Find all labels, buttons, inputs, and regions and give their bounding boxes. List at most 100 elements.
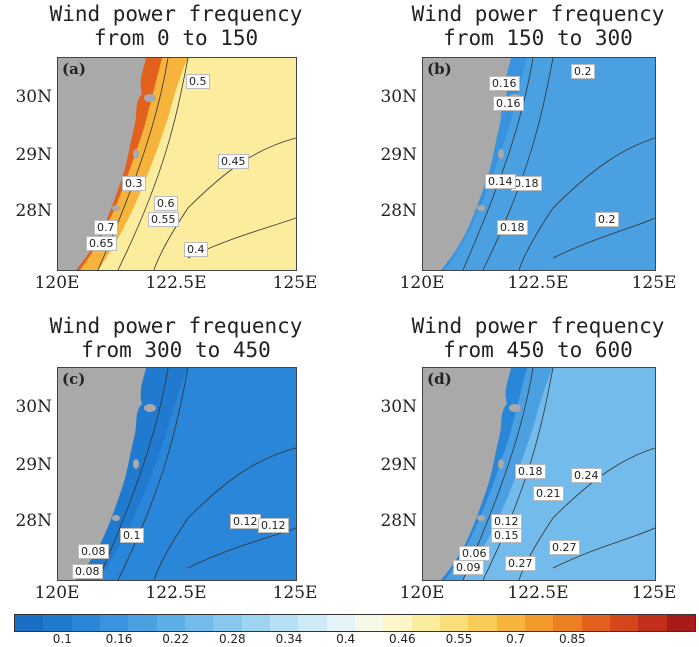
colorbar-tick-label: 0.55	[445, 632, 473, 646]
land	[423, 58, 511, 270]
y-tick-label: 29N	[380, 145, 417, 165]
contour-label: 0.09	[453, 560, 484, 575]
contour-line	[153, 447, 296, 580]
contour-label: 0.06	[459, 546, 490, 561]
contour-label: 0.12	[230, 514, 261, 529]
contour-label: 0.08	[78, 544, 109, 559]
island	[144, 94, 156, 102]
island	[133, 459, 139, 469]
colorbar-segment	[15, 615, 44, 631]
colorbar-segment	[241, 615, 271, 631]
map-plot: (a) 0.5 0.45 0.4 0.6 0.55 0.7 0.65 0.3	[57, 57, 297, 271]
contour-label: 0.21	[533, 486, 564, 501]
panel-title: Wind power frequency from 450 to 600	[411, 314, 665, 362]
colorbar-segment	[355, 615, 384, 631]
colorbar-segment	[440, 615, 469, 631]
panel-label: (b)	[427, 60, 452, 78]
x-tick-label: 120E	[34, 583, 80, 603]
island	[133, 149, 139, 159]
colorbar-tick-label: 0.34	[275, 632, 303, 646]
contour-label: 0.6	[154, 196, 178, 211]
y-tick-label: 28N	[15, 201, 52, 221]
x-tick-label: 120E	[399, 583, 445, 603]
x-tick-label: 125E	[272, 273, 318, 293]
map-plot: (b) 0.2 0.16 0.16 0.18 0.18 0.2 0.14	[422, 57, 656, 271]
land	[423, 368, 511, 580]
colorbar-segment	[128, 615, 158, 631]
contour-label: 0.08	[72, 564, 103, 579]
x-tick-label: 125E	[631, 273, 677, 293]
colorbar-segment	[468, 615, 498, 631]
contour-label: 0.14	[485, 174, 516, 189]
panel-title: Wind power frequency from 0 to 150	[49, 2, 303, 50]
island	[112, 205, 120, 211]
contour-label: 0.65	[86, 236, 117, 251]
colorbar-tick-label: 0.46	[388, 632, 416, 646]
colorbar-segment	[666, 615, 696, 631]
contour-label: 0.55	[148, 212, 179, 227]
y-tick-label: 28N	[380, 511, 417, 531]
colorbar-tick-label: 0.16	[105, 632, 133, 646]
colorbar-tick-label: 0.85	[558, 632, 586, 646]
y-tick-label: 29N	[15, 145, 52, 165]
contour-label: 0.2	[571, 64, 595, 79]
contour-label: 0.4	[184, 242, 208, 257]
colorbar-segment	[156, 615, 186, 631]
colorbar-tick-label: 0.1	[52, 632, 72, 646]
contour-label: 0.16	[489, 76, 520, 91]
contour-line	[462, 58, 534, 270]
colorbar-tick-label: 0.4	[336, 632, 356, 646]
colorbar-tick-label: 0.7	[506, 632, 526, 646]
x-tick-label: 122.5E	[145, 583, 207, 603]
contour-label: 0.16	[493, 96, 524, 111]
colorbar-segment	[610, 615, 639, 631]
island	[112, 515, 120, 521]
y-tick-label: 30N	[15, 87, 52, 107]
y-tick-label: 30N	[380, 397, 417, 417]
island	[477, 515, 485, 521]
colorbar-segment	[185, 615, 214, 631]
y-tick-label: 28N	[380, 201, 417, 221]
y-tick-label: 30N	[15, 397, 52, 417]
colorbar-segment	[383, 615, 413, 631]
contour-label: 0.24	[571, 468, 602, 483]
colorbar-segment	[638, 615, 668, 631]
contour-line	[482, 368, 554, 580]
contour-line	[97, 368, 169, 580]
colorbar-tick-label: 0.28	[218, 632, 246, 646]
island	[498, 149, 504, 159]
contour-label: 0.15	[491, 528, 522, 543]
colorbar-segment	[43, 615, 73, 631]
contour-line	[117, 58, 189, 270]
island	[509, 404, 521, 412]
panel-label: (c)	[62, 370, 86, 388]
x-tick-label: 122.5E	[507, 583, 569, 603]
map-plot: (c) 0.12 0.12 0.1 0.08 0.08	[57, 367, 297, 581]
y-tick-label: 30N	[380, 87, 417, 107]
colorbar-segment	[411, 615, 441, 631]
contour-label: 0.45	[218, 154, 249, 169]
colorbar-segment	[525, 615, 554, 631]
map-svg	[58, 368, 296, 580]
island	[144, 404, 156, 412]
x-tick-label: 125E	[631, 583, 677, 603]
contour-label: 0.2	[595, 212, 619, 227]
map-plot: (d) 0.24 0.18 0.21 0.12 0.15 0.06 0.09 0.27 0.27	[422, 367, 656, 581]
x-tick-label: 120E	[399, 273, 445, 293]
colorbar-tick-label: 0.22	[162, 632, 190, 646]
contour-label: 0.3	[122, 176, 146, 191]
land	[58, 58, 146, 270]
map-svg	[423, 58, 655, 270]
contour-label: 0.7	[94, 220, 118, 235]
contour-line	[552, 217, 655, 259]
panel-title: Wind power frequency from 150 to 300	[411, 2, 665, 50]
contour-label: 0.18	[515, 464, 546, 479]
colorbar-segment	[213, 615, 243, 631]
contour-label: 0.12	[491, 514, 522, 529]
x-tick-label: 122.5E	[507, 273, 569, 293]
colorbar-segment	[581, 615, 611, 631]
x-tick-label: 120E	[34, 273, 80, 293]
panel-label: (a)	[62, 60, 86, 78]
panel-label: (d)	[427, 370, 452, 388]
land	[58, 368, 146, 580]
